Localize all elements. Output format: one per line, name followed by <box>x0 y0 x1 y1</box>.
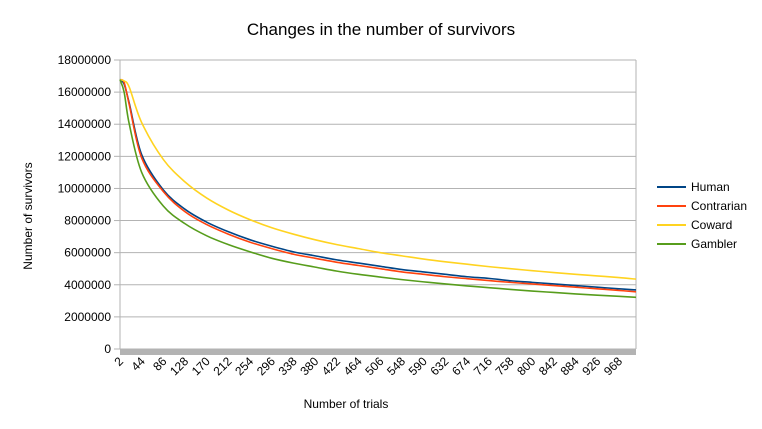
x-tick-label: 380 <box>297 354 321 378</box>
x-tick-label: 296 <box>254 354 278 378</box>
x-tick-label: 170 <box>189 354 213 378</box>
x-tick-label: 254 <box>232 354 256 378</box>
x-tick-label: 716 <box>471 354 495 378</box>
legend: Human Contrarian Coward Gambler <box>657 180 747 251</box>
series-line-human <box>119 78 637 291</box>
y-tick-label: 18000000 <box>58 53 112 67</box>
y-tick-label: 6000000 <box>64 246 111 260</box>
series-line-coward <box>119 78 637 280</box>
y-tick-label: 10000000 <box>58 181 112 195</box>
x-tick-label: 2 <box>111 354 126 369</box>
x-tick-label: 464 <box>341 354 365 378</box>
x-tick-label: 800 <box>514 354 538 378</box>
y-tick-label: 4000000 <box>64 278 111 292</box>
legend-label-human: Human <box>691 180 730 194</box>
x-tick-label: 44 <box>128 354 148 374</box>
y-tick-label: 8000000 <box>64 214 111 228</box>
x-tick-label: 926 <box>579 354 603 378</box>
x-tick-label: 86 <box>150 354 170 374</box>
x-axis-ticks: 2 44 8612817021225429633838042246450654859… <box>111 354 625 378</box>
x-axis-title: Number of trials <box>304 397 389 411</box>
y-tick-label: 0 <box>104 342 111 356</box>
x-tick-label: 968 <box>601 354 625 378</box>
series-line-contrarian <box>119 78 637 293</box>
x-tick-label: 632 <box>427 354 451 378</box>
y-tick-label: 16000000 <box>58 85 112 99</box>
x-tick-label: 590 <box>406 354 430 378</box>
x-tick-label: 758 <box>493 354 517 378</box>
x-tick-label: 128 <box>167 354 191 378</box>
x-tick-label: 422 <box>319 354 343 378</box>
gridlines <box>119 59 637 350</box>
series-line-gambler <box>119 79 637 299</box>
y-axis-ticks: 0 2000000 4000000 6000000 8000000 10000000 120… <box>58 53 120 356</box>
legend-label-gambler: Gambler <box>691 237 737 251</box>
y-tick-label: 2000000 <box>64 310 111 324</box>
legend-label-coward: Coward <box>691 218 732 232</box>
x-axis-category-band <box>120 349 636 355</box>
y-tick-label: 12000000 <box>58 149 112 163</box>
x-tick-label: 506 <box>362 354 386 378</box>
x-tick-label: 884 <box>558 354 582 378</box>
x-tick-label: 212 <box>211 354 235 378</box>
legend-label-contrarian: Contrarian <box>691 199 747 213</box>
x-tick-label: 842 <box>536 354 560 378</box>
series-lines <box>119 78 637 299</box>
x-tick-label: 674 <box>449 354 473 378</box>
y-axis-title: Number of survivors <box>21 162 35 269</box>
chart-title: Changes in the number of survivors <box>247 20 515 39</box>
x-tick-label: 338 <box>276 354 300 378</box>
y-tick-label: 14000000 <box>58 117 112 131</box>
x-axis <box>120 348 636 355</box>
x-tick-label: 548 <box>384 354 408 378</box>
